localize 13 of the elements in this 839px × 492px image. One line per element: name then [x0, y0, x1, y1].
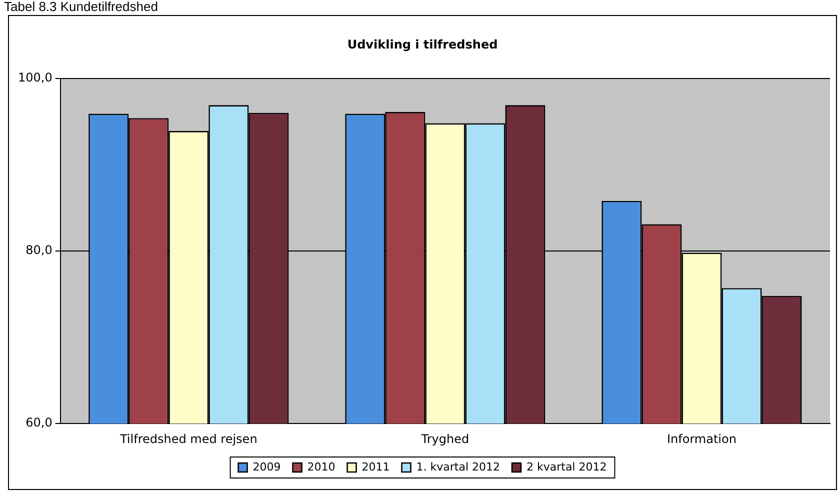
- text: Tabel 8.3 Kundetilfredshed: [4, 0, 158, 14]
- legend-label: 2009: [252, 460, 281, 474]
- y-tick-label: 100,0: [18, 70, 52, 85]
- chart-title: Udvikling i tilfredshed: [347, 37, 498, 52]
- y-tick-label: 60,0: [26, 416, 52, 430]
- legend-label: 1. kvartal 2012: [416, 460, 500, 474]
- y-tick-label: 80,0: [26, 243, 52, 258]
- legend-label: 2011: [362, 460, 390, 474]
- x-tick-label: Tryghed: [420, 432, 470, 446]
- legend-label: 2010: [307, 460, 336, 474]
- x-tick-label: Tilfredshed med rejsen: [118, 432, 258, 446]
- x-tick-label: Information: [666, 432, 736, 446]
- legend-label: 2 kvartal 2012: [526, 460, 607, 474]
